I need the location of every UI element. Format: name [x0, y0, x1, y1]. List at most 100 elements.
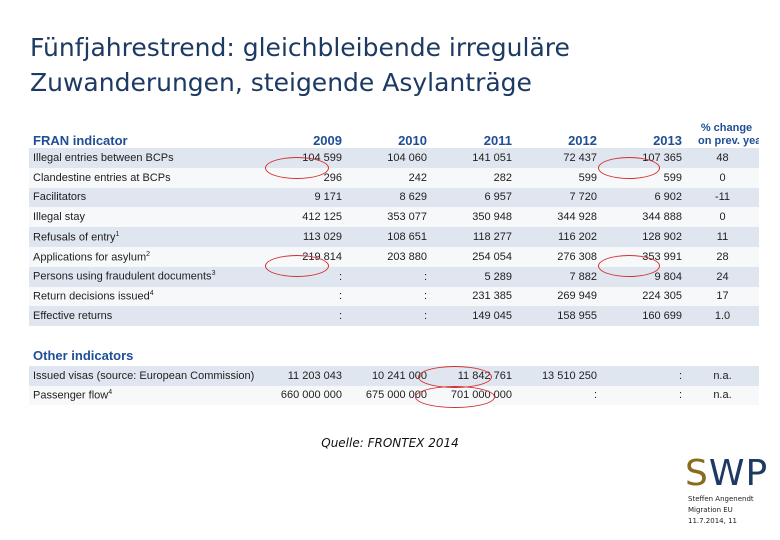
footer-topic: Migration EU: [688, 506, 733, 514]
row-label: Facilitators: [29, 187, 261, 208]
cell-value: 116 202: [516, 227, 601, 247]
row-label: Illegal entries between BCPs: [29, 148, 261, 168]
table-row: Facilitators 9 171 8 629 6 957 7 720 6 902 -11: [29, 187, 759, 208]
other-indicators-header: Other indicators: [29, 345, 759, 366]
footnote-marker: 2: [146, 250, 151, 258]
header-year: 2012: [568, 133, 597, 148]
header-year: 2013: [653, 133, 682, 148]
slide-title-line-2: Zuwanderungen, steigende Asylanträge: [30, 68, 532, 97]
cell-value: :: [516, 385, 601, 406]
cell-value: 276 308: [516, 246, 601, 267]
cell-change: 17: [686, 286, 759, 307]
cell-value: 599: [516, 167, 601, 188]
row-label-text: Refusals of entry: [33, 231, 116, 244]
header-change: % change on prev. year: [686, 122, 759, 148]
cell-value: 108 651: [346, 227, 431, 247]
logo-s: S: [685, 453, 709, 494]
cell-value: 72 437: [516, 148, 601, 168]
cell-value: :: [601, 385, 686, 406]
cell-change: 11: [686, 227, 759, 247]
cell-value: 242: [346, 167, 431, 188]
highlight-circle-2009-asylum: [265, 255, 329, 277]
cell-value: 113 029: [261, 227, 346, 247]
header-indicator: FRAN indicator: [33, 133, 128, 148]
row-label-text: Return decisions issued: [33, 290, 150, 303]
cell-change: 28: [686, 246, 759, 267]
source-caption: Quelle: FRONTEX 2014: [321, 436, 459, 450]
table-row: Refusals of entry1 113 029 108 651 118 277 1…: [29, 227, 759, 247]
header-year: 2011: [483, 133, 512, 148]
row-label-text: Clandestine entries at BCPs: [33, 171, 171, 184]
header-change-line-1: % change: [700, 122, 753, 134]
cell-value: 269 949: [516, 286, 601, 307]
cell-value: :: [346, 306, 431, 327]
cell-value: 224 305: [601, 286, 686, 307]
cell-change: 24: [686, 266, 759, 287]
header-change-line-2: on prev. year: [698, 135, 759, 147]
cell-value: 158 955: [516, 306, 601, 327]
cell-value: 350 948: [431, 207, 516, 228]
fran-rows: Illegal entries between BCPs 1 0 4 599 104 0…: [29, 148, 759, 327]
table-gap: [29, 326, 759, 346]
slide-title-line-1: Fünfjahrestrend: gleichbleibende irregul…: [30, 33, 570, 62]
cell-value: :: [261, 306, 346, 327]
row-label: Effective returns: [29, 306, 261, 327]
row-label-text: Persons using fraudulent documents: [33, 271, 212, 283]
table-header-row: FRAN indicator 2009 2010 2011 2012 2013 …: [29, 122, 759, 148]
slide-footer: Steffen Angenendt Migration EU 11.7.2014…: [688, 494, 754, 527]
table-row: Return decisions issued4::231 385 269 949…: [29, 286, 759, 307]
cell-value: 128 902: [601, 227, 686, 247]
cell-value: 353 077: [346, 207, 431, 228]
logo-wp: WP: [708, 453, 769, 494]
row-label-text: Illegal stay: [33, 211, 85, 224]
row-label: Return decisions issued4: [29, 286, 261, 307]
slide-title: Fünfjahrestrend: gleichbleibende irregul…: [30, 30, 750, 100]
cell-value: :: [346, 286, 431, 307]
fran-indicator-table: FRAN indicator 2009 2010 2011 2012 2 0 13 …: [29, 122, 759, 406]
row-label-text: Effective returns: [33, 310, 113, 323]
cell-value: 9 171: [261, 187, 346, 208]
cell-change: 48: [686, 148, 759, 168]
footer-date: 11.7.2014, 11: [688, 517, 737, 525]
cell-value: 13 510 250: [516, 365, 601, 386]
cell-value: 344 928: [516, 207, 601, 228]
row-label-text: Applications for asylum: [33, 251, 147, 264]
cell-value: 11 203 043: [261, 365, 346, 386]
cell-value: 160 699: [601, 306, 686, 327]
cell-value: 7 720: [516, 187, 601, 208]
cell-change: -11: [686, 187, 759, 208]
cell-value: :: [601, 365, 686, 386]
row-label: Clandestine entries at BCPs: [29, 167, 261, 188]
cell-change: 0: [686, 207, 759, 228]
row-label-text: Facilitators: [33, 191, 87, 204]
footer-author: Steffen Angenendt: [688, 495, 754, 503]
cell-value: :: [346, 266, 431, 287]
row-label: Passenger flow4: [29, 385, 261, 406]
swp-logo: SWP: [685, 455, 768, 493]
highlight-circle-2011-visas: [418, 366, 492, 388]
footnote-marker: 3: [211, 270, 216, 278]
cell-value: 7 882: [516, 266, 601, 287]
cell-value: 6 902: [601, 187, 686, 208]
cell-value: 149 045: [431, 306, 516, 327]
cell-value: 412 125: [261, 207, 346, 228]
cell-value: 6 957: [431, 187, 516, 208]
cell-value: 254 054: [431, 246, 516, 267]
highlight-circle-2013-illegal-entries: [598, 157, 660, 179]
cell-value: 5 289: [431, 266, 516, 287]
cell-value: 203 880: [346, 246, 431, 267]
table-row: Effective returns::149 045 158 955 160 699…: [29, 306, 759, 327]
cell-value: 282: [431, 167, 516, 188]
cell-change: 0: [686, 167, 759, 188]
cell-value: 344 888: [601, 207, 686, 228]
cell-value: 141 051: [431, 148, 516, 168]
cell-change: 1.0: [686, 306, 759, 327]
table-row: Issued visas (source: European Commissio…: [29, 365, 759, 386]
cell-value: 660 000 000: [261, 385, 346, 406]
row-label: Persons using fraudulent documents3: [29, 266, 261, 287]
highlight-circle-2011-passengers: [415, 386, 495, 408]
row-label-text: Illegal entries between BCPs: [33, 151, 174, 164]
row-label: Illegal stay: [29, 207, 261, 228]
row-label-text: Passenger flow: [33, 389, 109, 402]
footnote-marker: 1: [115, 230, 120, 238]
